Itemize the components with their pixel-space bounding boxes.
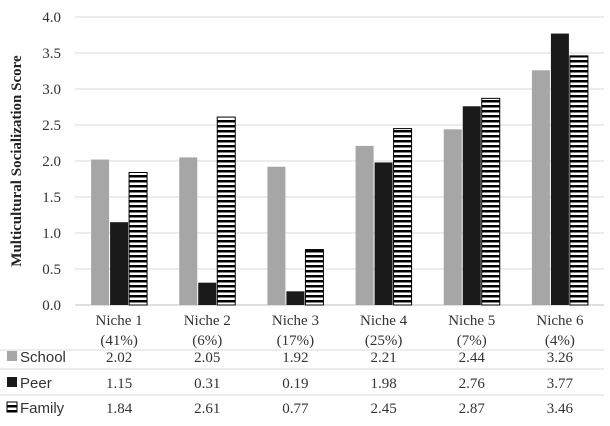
bars — [91, 33, 589, 306]
y-tick-label: 1.5 — [42, 190, 61, 206]
bar-family — [216, 116, 236, 306]
category-label: (4%) — [545, 333, 575, 349]
category-label: Niche 4 — [360, 313, 408, 329]
category-label: (6%) — [192, 333, 222, 349]
table-cell: 1.15 — [106, 376, 132, 392]
bar-family — [481, 97, 501, 306]
category-label: Niche 5 — [448, 313, 495, 329]
table-row-label: Peer — [20, 375, 52, 392]
table-cell: 2.21 — [370, 350, 396, 366]
category-label: Niche 6 — [536, 313, 584, 329]
legend-key-school — [7, 351, 17, 361]
bar-peer — [550, 33, 569, 306]
table-cell: 1.98 — [370, 376, 396, 392]
table-cell: 2.87 — [459, 401, 486, 417]
bar-family — [569, 55, 589, 306]
bar-peer — [110, 222, 129, 305]
table-cell: 2.76 — [459, 376, 486, 392]
category-label: (25%) — [365, 333, 403, 349]
legend-key-peer — [7, 377, 17, 387]
y-tick-label: 2.5 — [42, 118, 61, 134]
bar-peer — [286, 291, 305, 305]
y-tick-label: 0.0 — [42, 298, 61, 314]
category-label: (7%) — [457, 333, 487, 349]
table-cell: 1.84 — [106, 401, 133, 417]
table-cell: 2.02 — [106, 350, 132, 366]
table-cell: 0.19 — [282, 376, 308, 392]
bar-family — [393, 128, 413, 306]
category-label: (17%) — [277, 333, 315, 349]
category-label: Niche 3 — [272, 313, 319, 329]
bar-school — [91, 159, 110, 305]
y-axis-label: Multicultural Socialization Score — [9, 55, 25, 267]
legend-key-family — [6, 401, 18, 413]
table-cell: 3.26 — [547, 350, 574, 366]
category-label: Niche 2 — [184, 313, 231, 329]
table-cell: 3.46 — [547, 401, 574, 417]
table-cell: 3.77 — [547, 376, 574, 392]
y-tick-label: 2.0 — [42, 154, 61, 170]
category-label: Niche 1 — [96, 313, 143, 329]
table-cell: 2.05 — [194, 350, 220, 366]
bar-peer — [374, 162, 393, 305]
table-cell: 2.61 — [194, 401, 220, 417]
y-tick-label: 0.5 — [42, 262, 61, 278]
y-axis-ticks: 0.0 0.5 1.0 1.5 2.0 2.5 3.0 3.5 4.0 — [42, 10, 61, 314]
bar-school — [531, 70, 550, 305]
y-tick-label: 4.0 — [42, 10, 61, 26]
gridlines — [75, 16, 604, 306]
bar-school — [267, 166, 286, 305]
y-tick-label: 1.0 — [42, 226, 61, 242]
bar-peer — [198, 282, 217, 305]
bar-peer — [462, 106, 481, 305]
table-cell: 1.92 — [282, 350, 308, 366]
data-table: School 2.02 2.05 1.92 2.21 2.44 3.26 Peer 1.15 0.… — [0, 349, 604, 417]
bar-family — [128, 172, 148, 306]
category-labels: Niche 1 (41%) Niche 2 (6%) Niche 3 (17%) Niche… — [96, 313, 584, 349]
table-cell: 2.44 — [459, 350, 486, 366]
table-cell: 2.45 — [370, 401, 396, 417]
bar-school — [355, 145, 374, 305]
table-row-label: School — [20, 349, 66, 366]
table-row-label: Family — [20, 400, 65, 417]
y-tick-label: 3.0 — [42, 82, 61, 98]
bar-school — [443, 129, 462, 305]
table-cell: 0.77 — [282, 401, 309, 417]
category-label: (41%) — [100, 333, 138, 349]
table-cell: 0.31 — [194, 376, 220, 392]
bar-school — [179, 157, 198, 305]
bar-family — [304, 249, 324, 306]
y-tick-label: 3.5 — [42, 46, 61, 62]
